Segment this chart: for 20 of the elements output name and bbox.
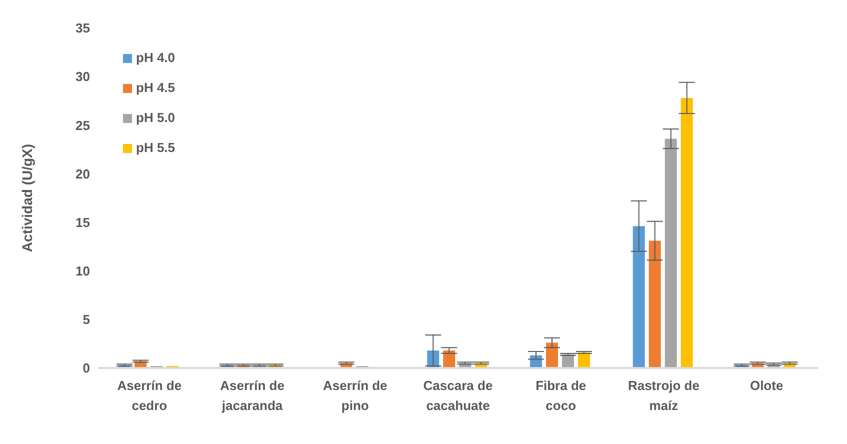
x-tick-label: Aserrín de pino [322,378,388,413]
legend-label: pH 5.0 [136,110,176,125]
y-tick-label: 15 [76,214,90,230]
legend-label: pH 4.0 [136,50,176,65]
x-tick-label: Aserrín de jacaranda [220,378,284,413]
x-tick-label: Aserrín de cedro [117,378,182,413]
y-tick-label: 30 [76,69,90,84]
legend-label: pH 5.5 [136,140,176,155]
y-axis-title: Actividad (U/gX) [19,144,35,252]
x-tick-label: Olote [750,378,784,393]
y-tick-label: 0 [82,360,90,376]
legend-label: pH 4.5 [136,80,176,95]
y-tick-label: 10 [76,263,90,278]
x-tick-label: Fibra de coco [536,378,586,413]
y-tick-label: 35 [76,20,90,36]
x-tick-label: Cascara de cacahuate [423,378,493,413]
y-tick-label: 25 [76,118,90,133]
y-tick-label: 5 [82,312,90,328]
y-tick-label: 20 [76,166,90,182]
x-tick-label: Rastrojo de maíz [628,378,700,413]
